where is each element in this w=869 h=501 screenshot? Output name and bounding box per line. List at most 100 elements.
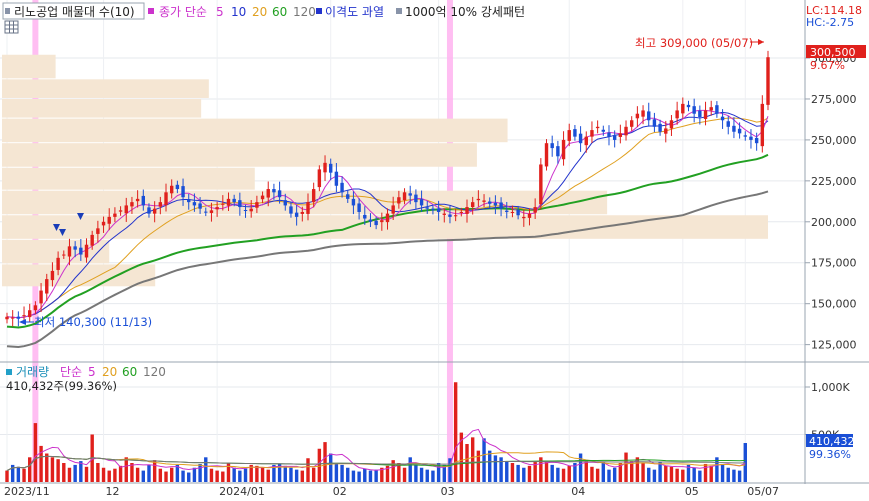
candle-body [306, 202, 310, 214]
candle-body [363, 214, 367, 219]
volume-bar [425, 469, 429, 482]
candle-body [669, 120, 674, 129]
volume-bar [419, 467, 424, 482]
candle-body [408, 193, 412, 196]
price-tick-label: 125,000 [811, 339, 857, 352]
title-box[interactable] [2, 2, 145, 20]
volume-bar [238, 470, 242, 482]
candle-body [22, 315, 26, 317]
volume-bar [187, 472, 191, 482]
candle-body [187, 199, 191, 203]
time-tick-label: 2024/01 [219, 485, 265, 497]
candle-body [448, 214, 452, 217]
candle-body [238, 200, 242, 208]
candle-body [681, 103, 685, 114]
candle-body [141, 195, 146, 206]
candle-body [283, 200, 287, 206]
candle-body [544, 143, 549, 167]
volume-bar [436, 463, 441, 482]
candle-body [215, 207, 219, 210]
candle-body [317, 169, 322, 188]
volume-bar [499, 457, 503, 482]
candle-body [754, 137, 759, 144]
volume-profile-bar [2, 190, 608, 215]
candle-body [226, 198, 231, 206]
volume-bar [226, 463, 231, 482]
volume-bar [28, 457, 32, 482]
volume-bar [635, 457, 640, 482]
candle-body [556, 146, 560, 157]
volume-bar [96, 463, 100, 482]
candle-body [732, 125, 736, 132]
candle-body [164, 192, 168, 206]
time-tick-label: 03 [441, 485, 455, 497]
grid-toggle-icon[interactable] [4, 20, 19, 34]
volume-bar [664, 465, 668, 482]
volume-bar [703, 463, 708, 482]
low-annotation: 최저 140,300 (11/13) [34, 315, 152, 329]
time-tick-label: 04 [571, 485, 585, 497]
volume-bar [340, 464, 344, 482]
candle-body [505, 210, 509, 212]
candle-body [158, 202, 163, 207]
candle-body [647, 111, 651, 121]
candle-body [101, 221, 106, 226]
candle-body [175, 184, 180, 190]
volume-bar [363, 468, 367, 482]
candle-body [16, 316, 21, 319]
candle-body [442, 213, 446, 215]
candle-body [67, 246, 72, 257]
candle-body [527, 213, 532, 218]
volume-profile-bar [2, 264, 156, 287]
current-price: 300,500 [810, 46, 856, 59]
candle-body [510, 211, 515, 213]
candle-body [476, 198, 481, 201]
volume-bar [681, 469, 685, 482]
volume-bar [277, 463, 282, 482]
candle-body [90, 234, 94, 246]
time-tick-label: 05/07 [747, 485, 779, 497]
title-marker-icon [5, 8, 10, 14]
volume-profile-bar [2, 98, 202, 118]
candle-body [516, 210, 520, 216]
candle-body [533, 207, 537, 213]
candle-body [431, 208, 435, 211]
candle-body [152, 208, 157, 214]
volume-bar [567, 465, 571, 482]
candle-body [107, 216, 111, 224]
volume-bar [33, 423, 38, 482]
volume-bar [505, 461, 509, 482]
volume-bar [726, 467, 730, 482]
volume-bar [351, 470, 356, 482]
candle-body [232, 198, 236, 203]
volume-bar [522, 467, 526, 482]
candle-body [590, 130, 594, 137]
volume-bar [539, 457, 543, 482]
candle-body [692, 106, 696, 114]
volume-bar [380, 467, 384, 482]
volume-bar [215, 470, 219, 482]
volume-bar [283, 465, 287, 482]
ma20-legend: 20 [252, 5, 267, 19]
volume-tick-label: 1,000K [811, 381, 850, 394]
volume-bar [618, 463, 623, 482]
candle-body [169, 185, 174, 194]
volume-bar [573, 463, 577, 482]
candle-body [470, 202, 475, 208]
volume-bar [510, 463, 515, 482]
chart-title: 리노공업 매물대 수(10) [14, 5, 135, 19]
volume-bar [493, 455, 498, 482]
strong-pattern-legend: 1000억 10% 강세패턴 [405, 5, 525, 19]
volume-bar [612, 467, 617, 482]
candle-body [550, 143, 554, 149]
volume-profile-bar [2, 239, 110, 264]
candle-body [743, 135, 747, 137]
volume-bar [175, 464, 180, 482]
candle-body [62, 254, 66, 256]
candle-body [658, 123, 662, 132]
candle-body [351, 198, 356, 206]
volume-bar [476, 450, 481, 482]
volume-bar [124, 457, 128, 482]
volume-bar [385, 465, 390, 482]
ma10-legend: 10 [231, 5, 246, 19]
